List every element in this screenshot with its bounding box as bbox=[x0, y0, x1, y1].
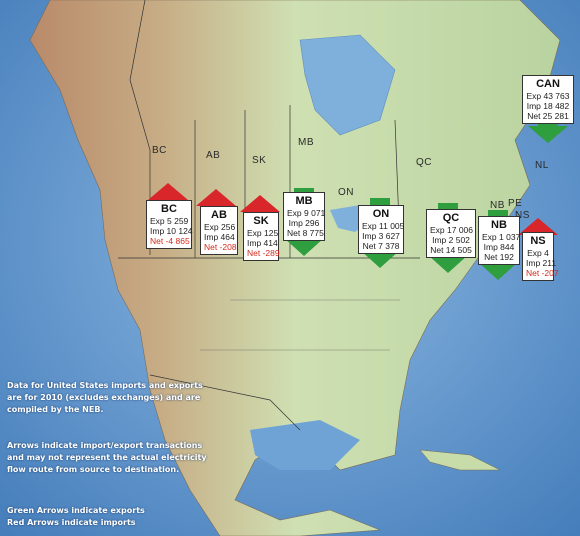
qc-imp: Imp 2 502 bbox=[432, 235, 470, 245]
province-label-ns: NS bbox=[515, 210, 530, 221]
province-label-qc: QC bbox=[416, 157, 432, 168]
can-imp: Imp 18 482 bbox=[526, 101, 570, 111]
bc-code: BC bbox=[161, 203, 177, 215]
province-label-mb: MB bbox=[298, 137, 314, 148]
bc-net: Net -4 865 bbox=[150, 236, 190, 246]
cuba bbox=[419, 449, 501, 471]
mb-code: MB bbox=[295, 195, 313, 207]
on-net: Net 7 378 bbox=[362, 241, 400, 251]
sk-net: Net -289 bbox=[247, 248, 280, 258]
ab-net: Net -208 bbox=[204, 242, 237, 252]
province-label-nl: NL bbox=[535, 160, 549, 171]
gulf-of-mexico bbox=[250, 420, 360, 470]
can-net: Net 25 281 bbox=[527, 111, 569, 121]
legend-note: Green Arrows indicate exports Red Arrows… bbox=[7, 505, 145, 529]
bc-imp: Imp 10 124 bbox=[150, 226, 193, 236]
on-code: ON bbox=[372, 208, 390, 220]
ab-code: AB bbox=[211, 209, 227, 221]
ab-imp: Imp 464 bbox=[204, 232, 235, 242]
data-note-line3: compiled by the NEB. bbox=[7, 405, 104, 414]
nb-net: Net 192 bbox=[484, 252, 514, 262]
on-box: ON Exp 11 005 Imp 3 627 Net 7 378 bbox=[358, 205, 404, 254]
arrows-note: Arrows indicate import/export transactio… bbox=[7, 440, 207, 476]
data-note-line2: are for 2010 (excludes exchanges) and ar… bbox=[7, 393, 201, 402]
legend-green: Green Arrows indicate exports bbox=[7, 506, 145, 515]
ab-box: AB Exp 256 Imp 464 Net -208 bbox=[200, 206, 238, 255]
mb-exp: Exp 9 071 bbox=[287, 208, 326, 218]
province-label-bc: BC bbox=[152, 145, 167, 156]
can-code: CAN bbox=[536, 78, 560, 90]
bc-box: BC Exp 5 259 Imp 10 124 Net -4 865 bbox=[146, 200, 193, 249]
sk-imp: Imp 414 bbox=[247, 238, 278, 248]
hudson-bay bbox=[299, 34, 396, 136]
ns-net: Net -207 bbox=[526, 268, 559, 278]
nb-box: NB Exp 1 037 Imp 844 Net 192 bbox=[478, 216, 520, 265]
on-imp: Imp 3 627 bbox=[362, 231, 400, 241]
mb-net: Net 8 775 bbox=[287, 228, 324, 238]
sk-box: SK Exp 125 Imp 414 Net -289 bbox=[243, 212, 280, 261]
sk-exp: Exp 125 bbox=[247, 228, 279, 238]
province-label-sk: SK bbox=[252, 155, 267, 166]
ns-code: NS bbox=[530, 235, 546, 247]
province-label-nb: NB bbox=[490, 200, 505, 211]
data-source-note: Data for United States imports and expor… bbox=[7, 380, 203, 416]
ns-exp: Exp 4 bbox=[527, 248, 549, 258]
landmass bbox=[29, 0, 561, 536]
on-exp: Exp 11 005 bbox=[362, 221, 405, 231]
arrows-note-line3: flow route from source to destination. bbox=[7, 465, 180, 474]
sk-code: SK bbox=[253, 215, 269, 227]
mb-imp: Imp 296 bbox=[288, 218, 320, 228]
ab-exp: Exp 256 bbox=[204, 222, 236, 232]
ns-box: NS Exp 4 Imp 211 Net -207 bbox=[522, 232, 559, 281]
qc-exp: Exp 17 006 bbox=[430, 225, 474, 235]
qc-box: QC Exp 17 006 Imp 2 502 Net 14 505 bbox=[426, 209, 476, 258]
bc-exp: Exp 5 259 bbox=[150, 216, 189, 226]
ns-imp: Imp 211 bbox=[526, 258, 557, 268]
legend-red: Red Arrows indicate imports bbox=[7, 518, 136, 527]
province-label-on: ON bbox=[338, 187, 354, 198]
nb-imp: Imp 844 bbox=[483, 242, 515, 252]
qc-code: QC bbox=[442, 212, 460, 224]
province-label-pe: PE bbox=[508, 198, 523, 209]
arrows-note-line2: and may not represent the actual electri… bbox=[7, 453, 207, 462]
data-note-line1: Data for United States imports and expor… bbox=[7, 381, 203, 390]
arrows-note-line1: Arrows indicate import/export transactio… bbox=[7, 441, 203, 450]
nb-exp: Exp 1 037 bbox=[482, 232, 521, 242]
province-label-ab: AB bbox=[206, 150, 221, 161]
can-exp: Exp 43 763 bbox=[526, 91, 570, 101]
mb-box: MB Exp 9 071 Imp 296 Net 8 775 bbox=[283, 192, 325, 241]
qc-net: Net 14 505 bbox=[430, 245, 472, 255]
can-box: CAN Exp 43 763 Imp 18 482 Net 25 281 bbox=[522, 75, 574, 124]
nb-code: NB bbox=[491, 219, 507, 231]
